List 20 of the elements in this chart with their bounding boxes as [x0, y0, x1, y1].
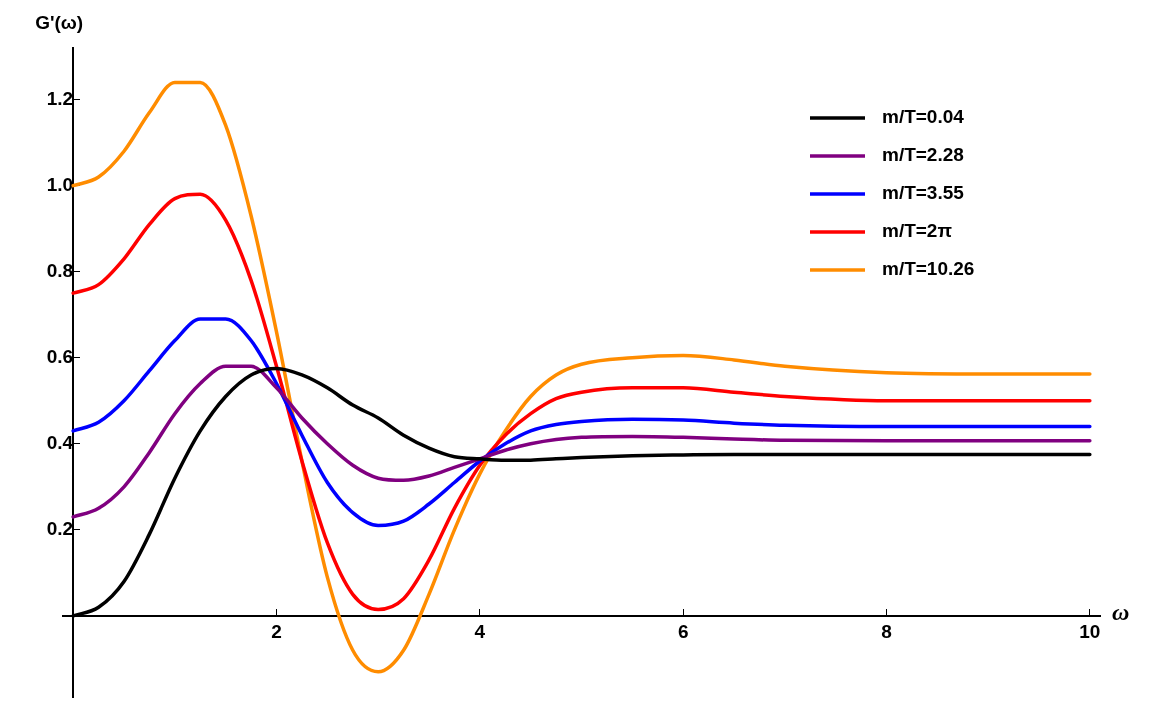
- x-axis-title: ω: [1112, 599, 1130, 626]
- line-series: [71, 317, 1092, 528]
- y-tick-label: 0.4: [46, 432, 74, 454]
- x-tick-label: 6: [677, 621, 689, 643]
- line-series: [71, 364, 1092, 519]
- legend-label: m/T=0.04: [882, 106, 965, 128]
- y-tick-label: 0.8: [46, 259, 74, 281]
- y-tick-label: 0.6: [46, 345, 74, 367]
- x-tick-label: 2: [271, 621, 282, 643]
- legend-label: m/T=3.55: [882, 182, 965, 204]
- x-tick-label: 8: [881, 621, 892, 643]
- y-tick-label: 0.2: [46, 518, 74, 540]
- y-tick-label: 1.2: [46, 87, 74, 109]
- y-axis-title: G'(ω): [35, 12, 84, 34]
- x-tick-label: 4: [474, 621, 486, 643]
- legend-label: m/T=2.28: [882, 144, 964, 166]
- legend-label: m/T=10.26: [882, 258, 975, 280]
- x-tick-label: 10: [1079, 621, 1101, 643]
- legend-label: m/T=2π: [882, 220, 953, 242]
- y-tick-label: 1.0: [46, 173, 74, 195]
